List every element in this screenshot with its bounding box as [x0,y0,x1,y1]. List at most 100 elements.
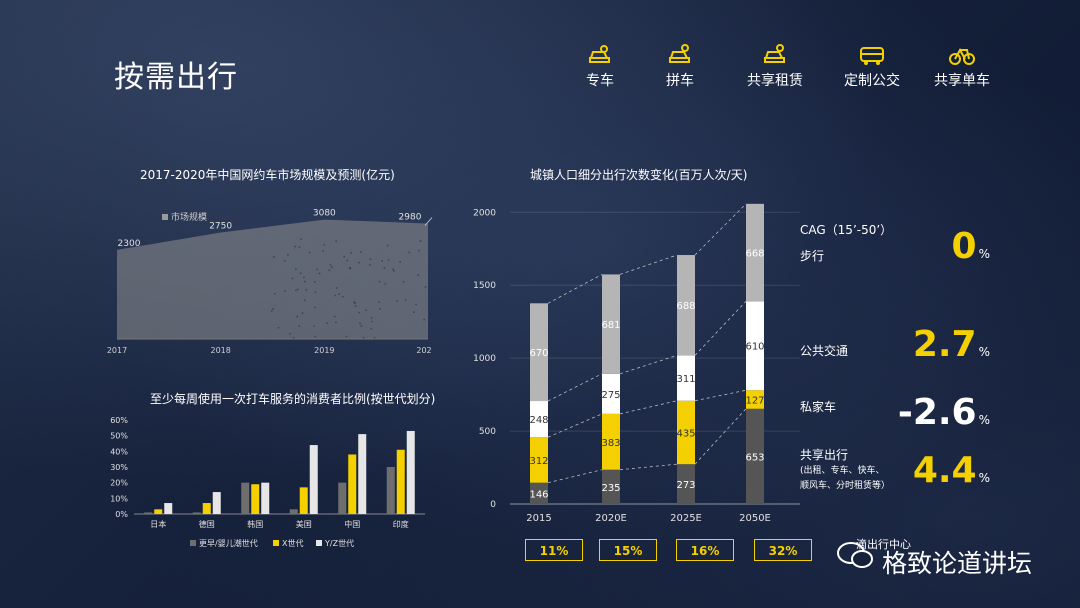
area-texture [302,312,304,314]
y-tick-label: 10% [110,494,128,503]
legend-swatch [190,540,196,546]
legend-swatch [316,540,322,546]
mode-label: 定制公交 [832,70,912,90]
segment-label: 688 [676,301,695,312]
y-tick-label: 30% [110,463,128,472]
y-tick-label: 500 [479,427,496,437]
area-texture [343,256,345,257]
area-texture [304,300,306,302]
legend-label: 市场规模 [171,211,207,223]
area-texture [300,239,302,241]
area-texture [274,293,276,295]
area-texture [355,305,357,307]
segment-label: 312 [529,456,548,467]
area-texture [418,274,420,276]
mode-item: 专车 [560,44,640,90]
bar [203,503,211,514]
segment-label: 235 [601,483,620,494]
area-texture [298,325,300,327]
mode-label: 专车 [560,70,640,90]
cagr-label-private-car: 私家车 [800,398,836,415]
area-texture [297,289,299,291]
area-texture [300,272,302,274]
cagr-box: 16% [676,539,734,561]
area-texture [316,269,318,271]
market-size-chart-title: 2017-2020年中国网约车市场规模及预测(亿元) [140,166,395,183]
area-texture [379,308,381,310]
y-tick-label: 0 [490,500,496,510]
area-texture [351,252,353,254]
cagr-shared-sub-line: (出租、专车、快车、 [800,464,910,479]
cagr-value-shared: 4.4% [913,450,990,491]
x-tick-label: 2020E [595,513,627,524]
area-texture [284,260,286,262]
area-texture [292,278,294,280]
cagr-panel: CAG（15’-50’） 步行 0% 公共交通 2.7% 私家车 -2.6% 共… [800,200,1000,510]
area-texture [361,325,363,327]
cagr-box: 32% [754,539,812,561]
area-texture [415,304,417,306]
area-texture [295,268,297,269]
area-texture [388,259,390,261]
segment-label: 653 [745,452,764,463]
area-texture [387,245,389,247]
legend-label: Y/Z世代 [324,538,354,548]
x-tick-label: 2019 [314,346,334,355]
cagr-box: 11% [525,539,583,561]
area-texture [306,289,308,291]
area-series [117,220,428,339]
area-texture [382,260,384,262]
area-texture [335,295,337,297]
watermark: 格致论道讲坛 [882,544,1032,580]
mode-label: 共享租赁 [735,70,815,90]
area-texture [413,311,415,313]
y-tick-label: 40% [110,447,128,456]
bar [241,483,249,514]
y-tick-label: 2000 [473,208,496,218]
bar [290,509,298,514]
y-tick-label: 50% [110,432,128,441]
area-texture [326,322,328,324]
bus-icon [859,44,885,66]
area-texture [273,256,275,258]
bar [261,483,269,514]
bar [397,450,405,514]
area-texture [335,240,337,242]
area-texture [347,260,349,262]
area-texture [384,267,386,269]
area-texture [336,287,338,289]
area-texture [365,309,367,311]
area-texture [359,323,361,325]
area-texture [425,286,427,288]
area-texture [278,327,280,329]
segment-label: 311 [676,374,695,385]
segment-label: 248 [529,415,548,426]
cagr-value-private-car: -2.6% [898,392,990,433]
area-texture [335,322,337,324]
segment-label: 273 [676,480,695,491]
segment-label: 670 [529,348,548,359]
trips-stacked-chart: 2000 1500 1000 500 0 146 312 248 670 2015 235 383 27… [470,195,800,535]
data-label: 2980 [399,213,422,223]
mode-item: 定制公交 [832,44,912,90]
cagr-value-transit: 2.7% [913,324,990,365]
generation-chart-title: 至少每周使用一次打车服务的消费者比例(按世代划分) [150,390,435,407]
segment-label: 127 [745,395,764,406]
segment-label: 668 [745,249,764,260]
area-texture [349,267,351,269]
bar [387,467,395,514]
bar [338,483,346,514]
connector-line [695,390,746,401]
y-tick-label: 20% [110,479,128,488]
area-texture [346,336,348,338]
area-texture [371,328,373,330]
connector-line [620,255,677,274]
connector-line [620,401,677,414]
x-tick-label: 2025E [670,513,702,524]
connector-line [620,464,677,470]
connector-line [695,301,746,355]
area-texture [385,283,387,285]
bar [154,509,162,514]
connector-line [548,470,602,483]
y-tick-label: 60% [110,416,128,425]
